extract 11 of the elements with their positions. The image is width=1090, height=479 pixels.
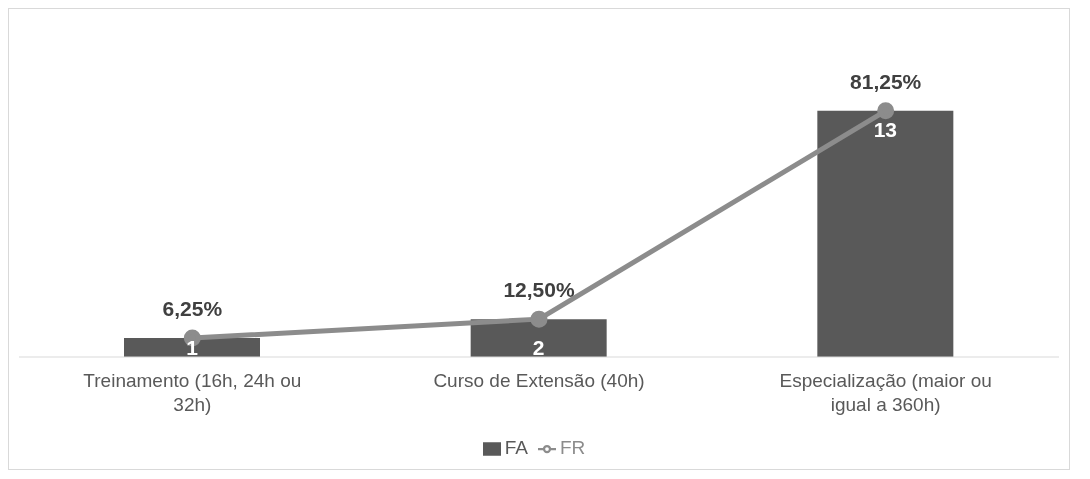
data-label: 2: [532, 336, 545, 359]
data-label: 81,25%: [850, 69, 922, 93]
data-label: 6,25%: [162, 297, 223, 321]
data-label: 1: [186, 336, 199, 359]
x-tick-label: Treinamento (16h, 24h ou 32h): [83, 370, 302, 415]
legend-label: FA: [504, 437, 528, 458]
data-label: 13: [873, 117, 898, 141]
legend-label: FR: [559, 437, 586, 458]
x-tick-label: Curso de Extensão (40h): [433, 370, 645, 391]
x-tick-label: Especialização (maior ou igual a 360h): [779, 370, 992, 415]
data-label: 12,50%: [503, 278, 575, 302]
